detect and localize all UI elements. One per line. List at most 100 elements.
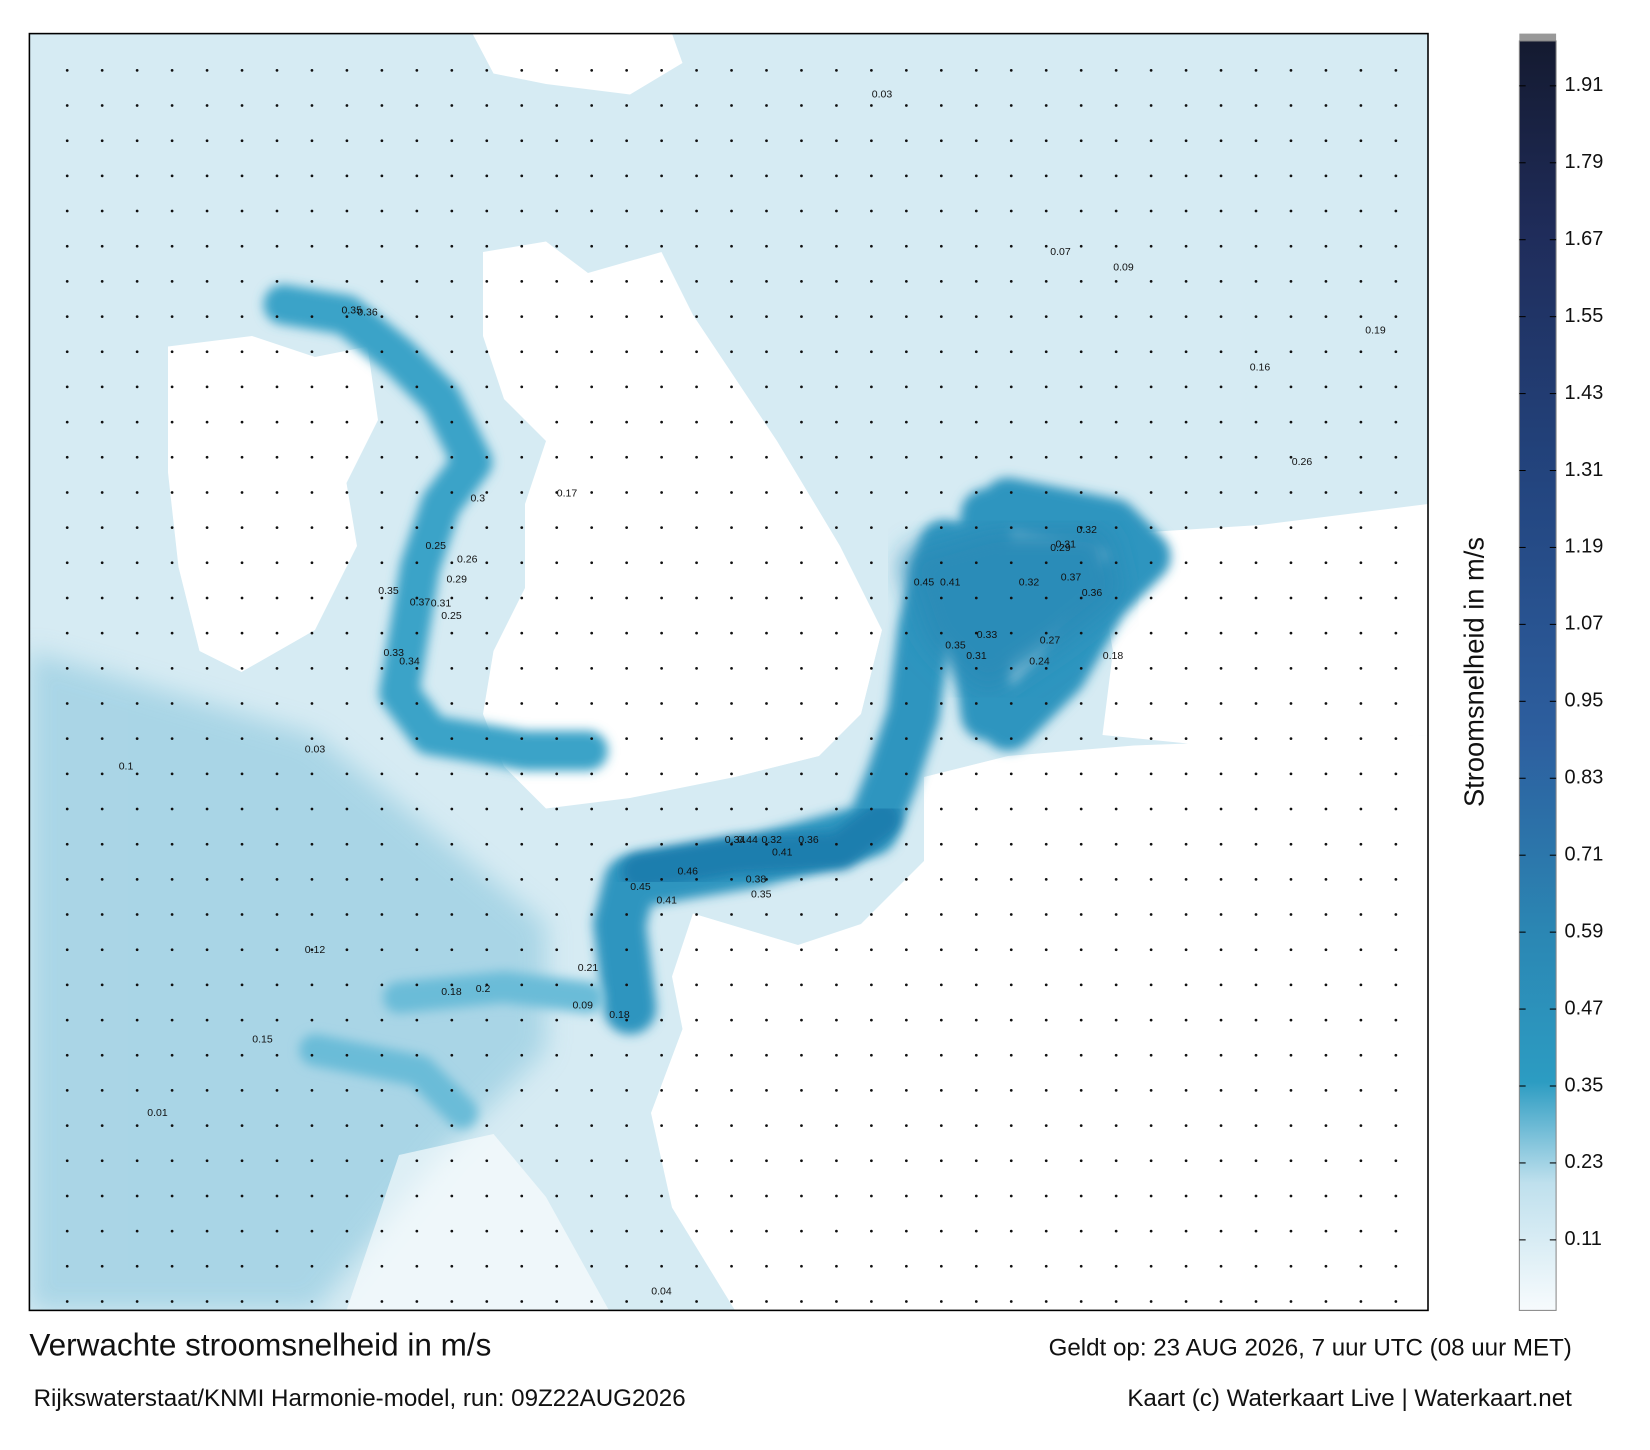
- grid-dot: [1394, 1159, 1398, 1163]
- grid-dot: [590, 983, 594, 987]
- grid-dot: [974, 1229, 978, 1233]
- grid-dot: [1044, 104, 1048, 107]
- grid-dot: [625, 913, 629, 916]
- grid-dot: [1149, 350, 1153, 354]
- grid-dot: [65, 1159, 69, 1163]
- grid-dot: [1254, 315, 1258, 318]
- grid-dot: [1079, 913, 1083, 916]
- grid-dot: [1219, 948, 1223, 952]
- grid-dot: [65, 842, 69, 846]
- grid-dot: [835, 315, 838, 318]
- grid-dot: [974, 455, 978, 459]
- grid-dot: [730, 1124, 733, 1127]
- grid-dot: [1289, 1053, 1293, 1057]
- grid-dot: [415, 1194, 419, 1198]
- grid-dot: [625, 1018, 629, 1022]
- grid-dot: [170, 702, 174, 705]
- grid-dot: [485, 842, 489, 846]
- grid-dot: [939, 1159, 943, 1163]
- grid-dot: [205, 1159, 209, 1163]
- grid-dot: [730, 737, 733, 741]
- grid-dot: [450, 491, 454, 494]
- grid-dot: [170, 807, 174, 811]
- grid-dot: [730, 631, 733, 635]
- grid-dot: [660, 913, 663, 916]
- land: [168, 33, 1428, 1311]
- grid-dot: [135, 350, 139, 354]
- grid-dot: [135, 737, 139, 741]
- grid-dot: [485, 350, 489, 354]
- grid-dot: [1254, 737, 1258, 741]
- grid-dot: [625, 1194, 629, 1198]
- grid-dot: [240, 526, 244, 529]
- grid-dot: [939, 104, 943, 107]
- grid-dot: [1044, 350, 1048, 354]
- grid-dot: [835, 455, 838, 459]
- grid-dot: [345, 913, 349, 916]
- grid-dot: [275, 315, 279, 318]
- grid-dot: [1114, 1264, 1118, 1268]
- grid-dot: [835, 1124, 838, 1127]
- grid-dot: [240, 772, 244, 776]
- grid-dot: [240, 1194, 244, 1198]
- grid-dot: [904, 174, 908, 178]
- grid-dot: [135, 315, 139, 318]
- grid-dot: [100, 1124, 104, 1127]
- grid-dot: [800, 561, 803, 565]
- grid-dot: [765, 1018, 768, 1022]
- grid-dot: [1394, 350, 1398, 354]
- grid-dot: [1009, 420, 1013, 424]
- grid-dot: [240, 350, 244, 354]
- grid-dot: [1079, 702, 1083, 705]
- grid-dot: [170, 1018, 174, 1022]
- colorbar-tick-label: 0.11: [1564, 1228, 1601, 1250]
- grid-dot: [135, 139, 139, 143]
- grid-dot: [240, 280, 244, 283]
- grid-dot: [870, 526, 873, 529]
- grid-dot: [730, 244, 733, 248]
- grid-dot: [345, 631, 349, 635]
- grid-dot: [835, 385, 838, 389]
- grid-dot: [310, 702, 314, 705]
- grid-dot: [310, 350, 314, 354]
- grid-dot: [765, 807, 768, 811]
- grid-dot: [555, 1159, 559, 1163]
- speed-label: 0.31: [966, 650, 987, 662]
- grid-dot: [1079, 772, 1083, 776]
- grid-dot: [590, 1018, 594, 1022]
- grid-dot: [100, 139, 104, 143]
- grid-dot: [345, 1089, 349, 1092]
- grid-dot: [135, 913, 139, 916]
- grid-dot: [310, 1194, 314, 1198]
- grid-dot: [450, 561, 454, 565]
- grid-dot: [170, 315, 174, 318]
- grid-dot: [170, 1124, 174, 1127]
- grid-dot: [1254, 842, 1258, 846]
- grid-dot: [590, 174, 594, 178]
- grid-dot: [765, 526, 768, 529]
- grid-dot: [1044, 385, 1048, 389]
- grid-dot: [695, 772, 698, 776]
- grid-dot: [1149, 1159, 1153, 1163]
- grid-dot: [1394, 1300, 1398, 1303]
- grid-dot: [695, 878, 698, 881]
- grid-dot: [345, 666, 349, 670]
- grid-dot: [939, 596, 943, 600]
- grid-dot: [450, 1194, 454, 1198]
- grid-dot: [660, 350, 663, 354]
- grid-dot: [1394, 596, 1398, 600]
- grid-dot: [345, 350, 349, 354]
- grid-dot: [695, 139, 698, 143]
- grid-dot: [1184, 385, 1188, 389]
- grid-dot: [1394, 420, 1398, 424]
- grid-dot: [310, 666, 314, 670]
- grid-dot: [1149, 1053, 1153, 1057]
- grid-dot: [345, 526, 349, 529]
- grid-dot: [1254, 1194, 1258, 1198]
- grid-dot: [939, 842, 943, 846]
- grid-dot: [415, 280, 419, 283]
- grid-dot: [870, 1300, 873, 1303]
- grid-dot: [310, 385, 314, 389]
- grid-dot: [275, 491, 279, 494]
- grid-dot: [904, 702, 908, 705]
